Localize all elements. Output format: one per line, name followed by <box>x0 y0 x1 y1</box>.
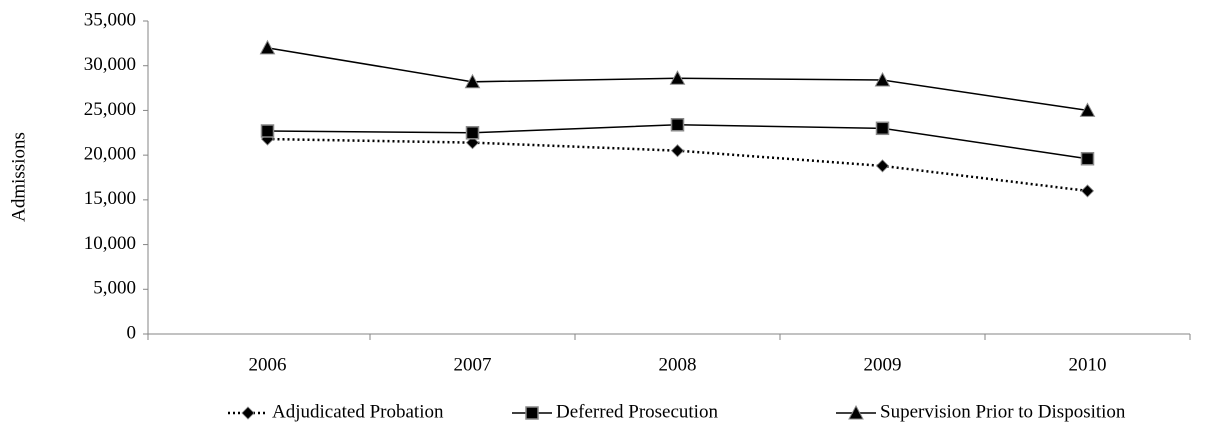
y-tick-label: 25,000 <box>84 99 136 120</box>
legend-label: Adjudicated Probation <box>272 401 444 422</box>
y-tick-label: 15,000 <box>84 188 136 209</box>
x-tick-label: 2006 <box>249 354 287 375</box>
marker-triangle <box>874 71 891 87</box>
marker-square <box>260 124 275 138</box>
y-axis-label: Admissions <box>8 132 29 222</box>
marker-triangle <box>669 70 686 85</box>
marker-diamond <box>875 159 890 173</box>
marker-square <box>465 126 480 140</box>
marker-square <box>525 406 539 420</box>
marker-diamond <box>465 136 480 150</box>
marker-triangle <box>259 39 276 55</box>
marker-diamond <box>241 406 255 420</box>
y-tick-label: 10,000 <box>84 233 136 254</box>
y-tick-label: 35,000 <box>84 9 136 30</box>
legend-label: Deferred Prosecution <box>556 401 718 422</box>
y-tick-label: 30,000 <box>84 54 136 75</box>
marker-square <box>875 121 890 136</box>
legend-label: Supervision Prior to Disposition <box>880 401 1126 422</box>
y-tick-label: 20,000 <box>84 144 136 165</box>
x-tick-label: 2009 <box>864 354 902 375</box>
y-tick-label: 0 <box>127 322 137 343</box>
x-tick-label: 2008 <box>659 354 697 375</box>
marker-triangle <box>464 73 481 89</box>
marker-triangle <box>848 404 864 420</box>
x-tick-label: 2007 <box>454 354 492 375</box>
marker-square <box>670 117 685 132</box>
marker-triangle <box>1079 102 1096 117</box>
y-tick-label: 5,000 <box>93 278 136 299</box>
marker-diamond <box>1080 184 1095 198</box>
marker-square <box>1080 151 1095 166</box>
x-tick-label: 2010 <box>1069 354 1107 375</box>
marker-diamond <box>670 144 685 158</box>
